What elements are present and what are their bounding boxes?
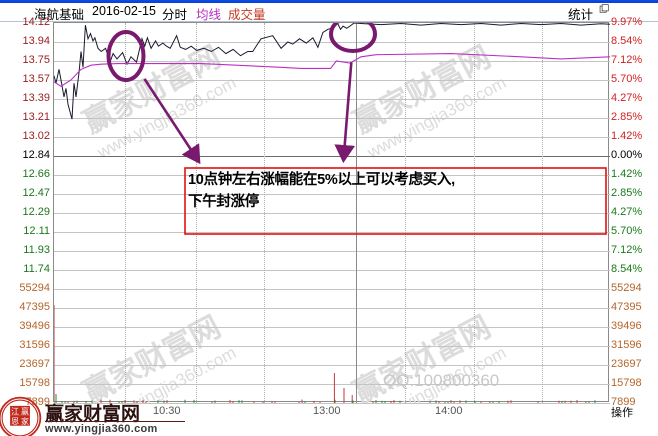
- svg-text:家: 家: [21, 416, 29, 426]
- svg-text:赢: 赢: [21, 406, 29, 416]
- svg-text:江: 江: [11, 407, 19, 416]
- svg-text:恩: 恩: [11, 417, 19, 426]
